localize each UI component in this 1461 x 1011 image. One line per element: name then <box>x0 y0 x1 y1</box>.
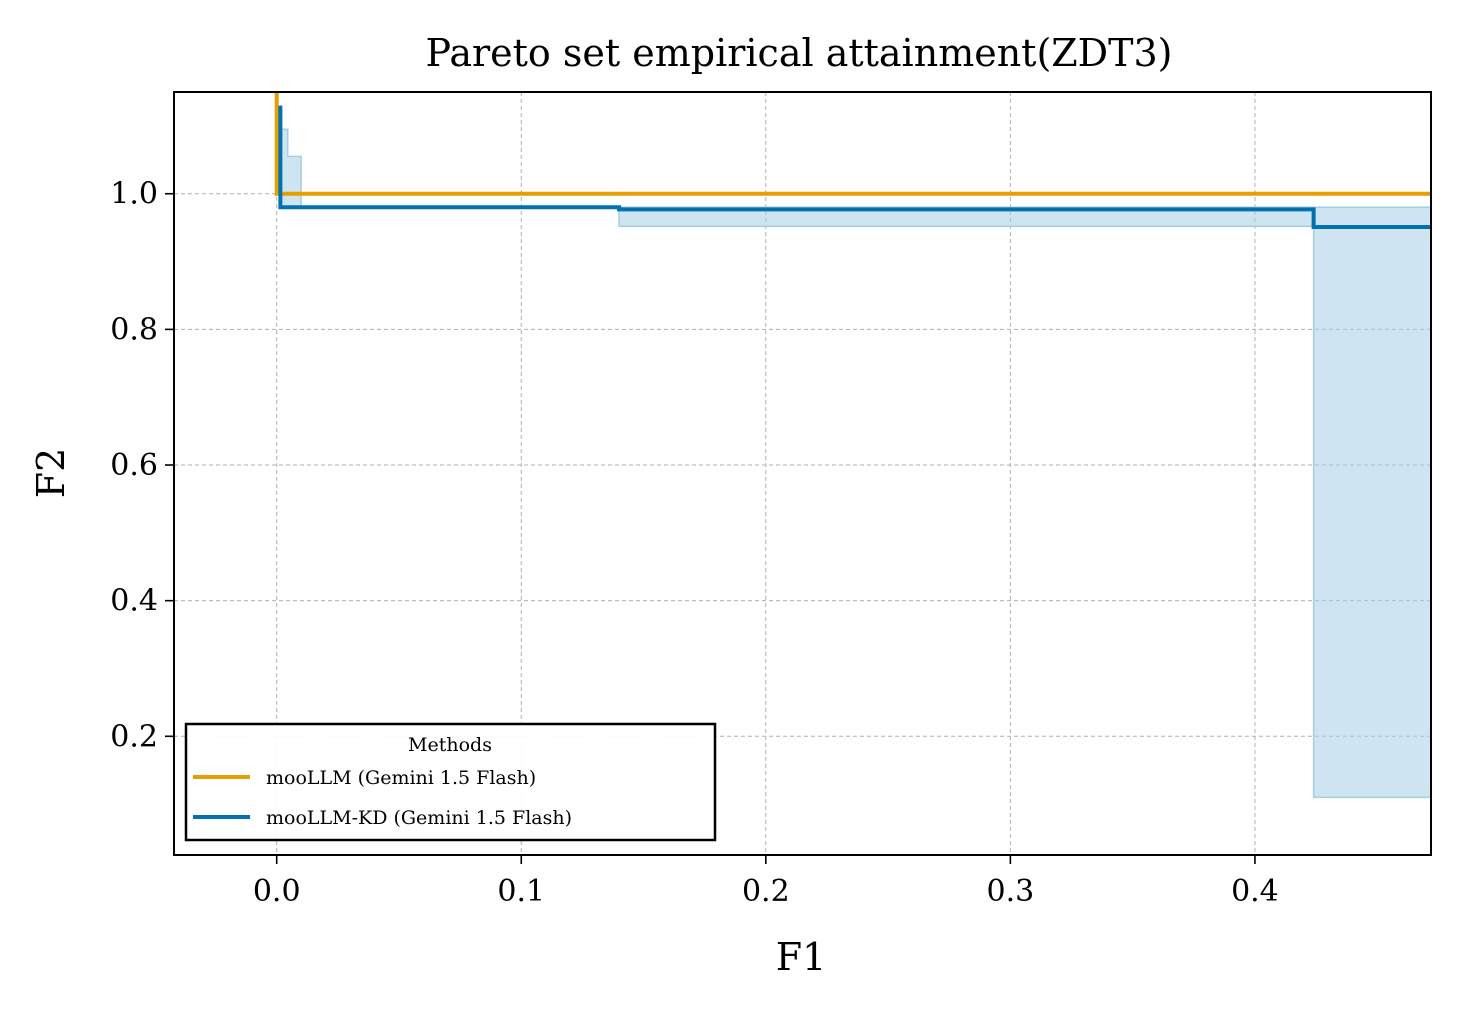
legend-box <box>184 722 717 842</box>
x-tick-label: 0.4 <box>1231 874 1279 909</box>
legend-title: Methods <box>408 734 492 756</box>
tick-layer: 0.0 0.1 0.2 0.3 0.4 0.2 0.4 0.6 0.8 1.0 <box>110 177 1279 909</box>
series-line-moollm <box>274 92 1431 196</box>
y-tick-label: 0.6 <box>110 448 158 483</box>
chart-title: Pareto set empirical attainment(ZDT3) <box>425 31 1172 75</box>
legend: Methods mooLLM (Gemini 1.5 Flash) mooLLM… <box>184 722 717 842</box>
y-tick-label: 1.0 <box>110 177 158 212</box>
legend-label-moollm: mooLLM (Gemini 1.5 Flash) <box>266 767 536 789</box>
series-line-moollm-kd <box>278 105 1431 229</box>
legend-label-moollm-kd: mooLLM-KD (Gemini 1.5 Flash) <box>266 807 572 829</box>
y-axis-label: F2 <box>29 448 73 499</box>
x-tick-label: 0.2 <box>742 874 790 909</box>
y-tick-label: 0.8 <box>110 312 158 347</box>
plot-frame <box>173 91 1432 856</box>
x-tick-label: 0.3 <box>987 874 1035 909</box>
x-axis-label: F1 <box>776 935 827 979</box>
x-tick-label: 0.0 <box>253 874 301 909</box>
y-tick-label: 0.4 <box>110 584 158 619</box>
y-tick-label: 0.2 <box>110 719 158 754</box>
series-layer <box>274 92 1431 229</box>
x-tick-label: 0.1 <box>497 874 545 909</box>
